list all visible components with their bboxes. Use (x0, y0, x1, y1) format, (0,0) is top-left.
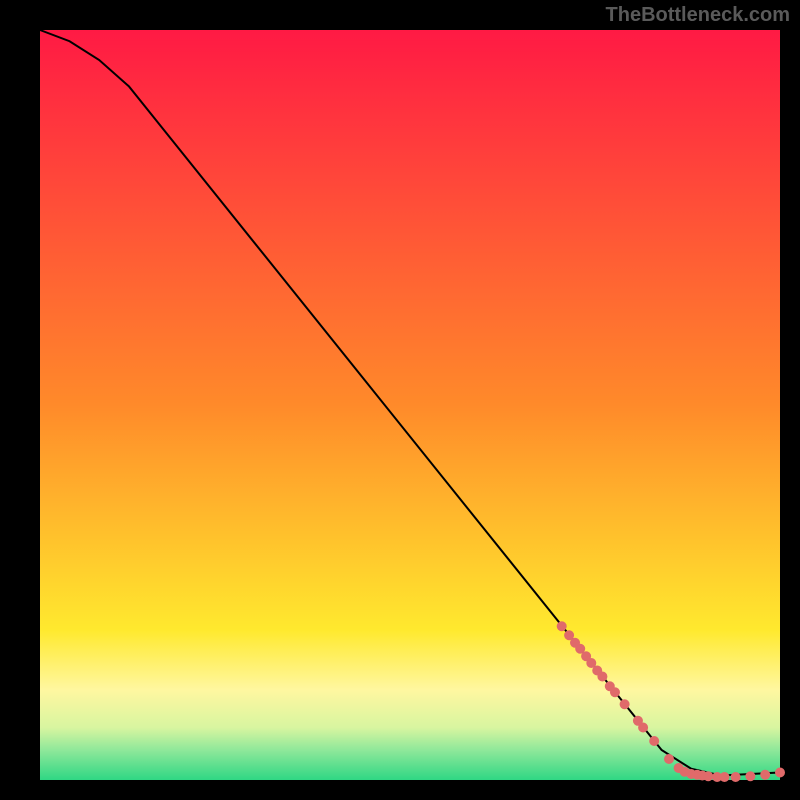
bottleneck-curve (40, 30, 780, 776)
data-point (620, 699, 630, 709)
data-point (664, 754, 674, 764)
data-point (557, 621, 567, 631)
plot-background (40, 30, 780, 780)
data-point (703, 771, 713, 781)
data-point (720, 772, 730, 782)
data-point (597, 672, 607, 682)
data-point (638, 723, 648, 733)
chart-svg (40, 30, 780, 780)
data-point (731, 772, 741, 782)
data-markers (557, 621, 785, 782)
data-point (649, 736, 659, 746)
watermark-text: TheBottleneck.com (606, 4, 790, 27)
data-point (775, 768, 785, 778)
data-point (760, 770, 770, 780)
data-point (610, 687, 620, 697)
data-point (745, 771, 755, 781)
